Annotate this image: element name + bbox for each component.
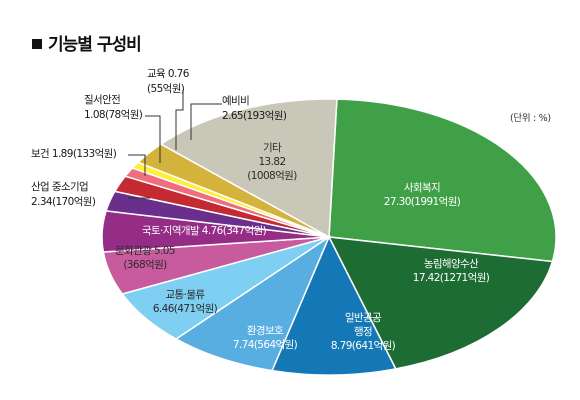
pie-slice-2 xyxy=(271,235,397,376)
unit-label: (단위 : %) xyxy=(510,113,551,124)
pie-slice-0 xyxy=(328,98,557,263)
slice-label-0-line2: 27.30(1991억원) xyxy=(384,196,461,208)
slice-label-1-line2: 17.42(1271억원) xyxy=(413,272,490,284)
slice-label-2-line1: 일반공공 xyxy=(345,311,382,324)
pie-slices xyxy=(101,98,557,376)
pie-slice-1 xyxy=(327,236,554,370)
slice-label-11-line1: 예비비 xyxy=(222,94,249,107)
leader-line-9 xyxy=(145,115,161,163)
slice-label-2-line2: 행정 xyxy=(354,326,372,338)
slice-label-6-line1: 국토·지역개발 4.76(347억원) xyxy=(142,225,267,237)
pie-slice-3 xyxy=(174,234,331,372)
slice-label-1-line1: 농림해양수산 xyxy=(424,257,479,270)
pie-slice-12 xyxy=(159,98,338,239)
slice-label-0-line1: 사회복지 xyxy=(404,182,440,194)
slice-label-2-line3: 8.79(641억원) xyxy=(331,340,396,352)
slice-label-3-line1: 환경보호 xyxy=(247,324,284,337)
leader-line-8 xyxy=(128,154,146,176)
slice-label-4-line2: 6.46(471억원) xyxy=(153,303,218,315)
slice-label-8-line1: 보건 1.89(133억원) xyxy=(31,148,117,160)
slice-label-9-line2: 1.08(78억원) xyxy=(84,109,143,121)
slice-label-5-line2: (368억원) xyxy=(123,259,167,271)
slice-label-10-line2: (55억원) xyxy=(147,83,185,95)
slice-label-11-line2: 2.65(193억원) xyxy=(222,110,287,122)
slice-label-5-line1: 문화관광 5.05 xyxy=(115,245,175,257)
slice-label-4-line1: 교통·물류 xyxy=(166,289,206,301)
chart-title: 기능별 구성비 xyxy=(32,30,142,55)
slice-label-7-line2: 2.34(170억원) xyxy=(31,196,96,208)
slice-label-12-line3: (1008억원) xyxy=(247,170,297,182)
chart-title-text: 기능별 구성비 xyxy=(48,35,142,55)
leader-line-10 xyxy=(175,90,184,150)
slice-label-12-line2: 13.82 xyxy=(258,156,285,168)
title-marker-icon xyxy=(32,39,42,49)
slice-labels: 사회복지 27.30(1991억원) 농림해양수산 17.42(1271억원) 일반공공… xyxy=(31,68,490,352)
slice-label-10-line1: 교육 0.76 xyxy=(147,68,190,80)
slice-label-3-line2: 7.74(564억원) xyxy=(233,339,298,351)
slice-label-9-line1: 질서안전 xyxy=(84,94,120,106)
slice-label-12-line1: 기타 xyxy=(263,142,282,154)
leader-lines xyxy=(128,90,222,199)
slice-label-7-line1: 산업 중소기업 xyxy=(31,180,88,193)
leader-line-11 xyxy=(190,103,222,140)
